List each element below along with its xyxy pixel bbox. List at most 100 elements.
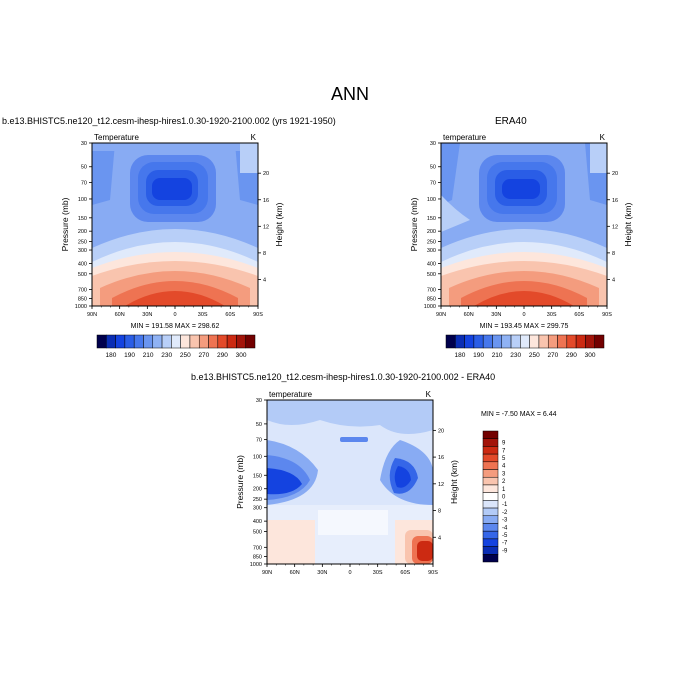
diff-y-tick-label: 70	[256, 438, 262, 444]
model-colorbar-swatch	[189, 334, 200, 349]
obs-y-tick-label: 250	[427, 240, 436, 246]
diff-minmax: MIN = -7.50 MAX = 6.44	[481, 411, 557, 418]
obs-colorbar-label: 250	[529, 352, 540, 359]
obs-colorbar-swatch	[529, 334, 540, 349]
diff-colorbar-label: -7	[502, 541, 508, 547]
model-y2-tick-label: 16	[263, 198, 269, 204]
model-colorbar-swatch	[217, 334, 228, 349]
diff-y-tick-label: 700	[253, 545, 262, 551]
diff-colorbar-label: 1	[502, 487, 506, 493]
diff-ylabel-right: Height (km)	[449, 460, 459, 504]
diff-colorbar-swatch	[482, 461, 499, 470]
diff-colorbar-swatch	[482, 507, 499, 517]
model-colorbar-swatch	[245, 334, 256, 349]
diff-colorbar-label: -3	[502, 518, 508, 524]
diff-x-tick-label: 0	[348, 570, 351, 576]
model-colorbar-swatch	[124, 334, 135, 349]
model-y2-tick-label: 12	[263, 224, 269, 230]
diff-y-tick-label: 300	[253, 506, 262, 512]
obs-y-tick-label: 700	[427, 287, 436, 293]
obs-y-tick-label: 500	[427, 272, 436, 278]
model-x-tick-label: 90N	[87, 312, 97, 318]
obs-colorbar-swatch	[473, 334, 484, 349]
model-y-tick-label: 70	[81, 180, 87, 186]
diff-colorbar-label: -4	[502, 525, 508, 531]
model-variable-label: Temperature	[94, 133, 139, 142]
model-minmax: MIN = 191.58 MAX = 298.62	[131, 323, 220, 330]
model-y-tick-label: 200	[78, 229, 87, 235]
diff-y-tick-label: 850	[253, 554, 262, 560]
obs-y-tick-label: 300	[427, 248, 436, 254]
model-y-tick-label: 700	[78, 287, 87, 293]
axes-layer	[89, 142, 610, 567]
model-colorbar-label: 290	[217, 352, 228, 359]
model-colorbar-swatch	[226, 334, 237, 349]
diff-colorbar-swatch	[482, 446, 499, 455]
obs-colorbar-swatch	[557, 334, 568, 349]
model-x-tick-label: 60N	[115, 312, 125, 318]
diff-x-tick-label: 90S	[428, 570, 438, 576]
model-colorbar-swatch	[208, 334, 219, 349]
model-colorbar-label: 270	[198, 352, 209, 359]
diff-colorbar-label: 5	[502, 456, 506, 462]
model-x-tick-label: 30N	[142, 312, 152, 318]
diff-x-tick-label: 30N	[317, 570, 327, 576]
diff-colorbar-swatch	[482, 523, 499, 532]
model-colorbar-label: 180	[106, 352, 117, 359]
model-colorbar-swatch	[106, 334, 116, 349]
model-colorbar-label: 230	[161, 352, 172, 359]
obs-colorbar-label: 270	[547, 352, 558, 359]
model-colorbar-swatch	[171, 334, 181, 349]
obs-colorbar-label: 190	[473, 352, 484, 359]
obs-units-label: K	[600, 133, 606, 142]
model-colorbar-swatch	[180, 334, 191, 349]
model-colorbar-swatch	[198, 334, 209, 349]
obs-variable-label: temperature	[443, 133, 487, 142]
obs-x-tick-label: 60N	[464, 312, 474, 318]
model-case-title: b.e13.BHISTC5.ne120_t12.cesm-ihesp-hires…	[2, 116, 336, 126]
obs-contour-field	[441, 143, 607, 306]
diff-colorbar-swatch	[482, 515, 499, 524]
model-y-tick-label: 400	[78, 261, 87, 267]
obs-colorbar-swatch	[566, 334, 577, 349]
model-x-tick-label: 60S	[225, 312, 235, 318]
model-y2-tick-label: 4	[263, 277, 266, 283]
diff-colorbar-swatch	[482, 492, 499, 501]
diff-colorbar-label: -2	[502, 510, 508, 516]
diff-y-tick-label: 30	[256, 398, 262, 404]
model-units-label: K	[251, 133, 257, 142]
obs-colorbar-label: 210	[492, 352, 503, 359]
diff-case-title: b.e13.BHISTC5.ne120_t12.cesm-ihesp-hires…	[191, 372, 496, 382]
diff-colorbar-label: 4	[502, 464, 506, 470]
obs-colorbar-swatch	[520, 334, 530, 349]
obs-colorbar-label: 300	[585, 352, 596, 359]
diff-y-tick-label: 400	[253, 519, 262, 525]
model-y2-tick-label: 8	[263, 251, 266, 257]
diff-variable-label: temperature	[269, 390, 313, 399]
obs-colorbar-swatch	[464, 334, 475, 349]
model-y-tick-label: 100	[78, 197, 87, 203]
diff-colorbar-label: -9	[502, 548, 508, 554]
diff-colorbar-label: 9	[502, 441, 506, 447]
obs-colorbar-swatch	[482, 334, 493, 349]
obs-colorbar-swatch	[594, 334, 605, 349]
model-colorbar-swatch	[161, 334, 172, 349]
obs-colorbar-label: 290	[566, 352, 577, 359]
label-layer: 3050701001502002503004005007008501000201…	[60, 133, 633, 576]
obs-minmax: MIN = 193.45 MAX = 299.75	[480, 323, 569, 330]
obs-y2-tick-label: 16	[612, 198, 618, 204]
model-y-tick-label: 1000	[75, 304, 87, 310]
model-y-tick-label: 500	[78, 272, 87, 278]
model-contour-field	[92, 143, 258, 306]
model-colorbar-swatch	[115, 334, 126, 349]
diff-y2-tick-label: 8	[438, 509, 441, 515]
obs-y-tick-label: 150	[427, 216, 436, 222]
obs-x-tick-label: 30S	[547, 312, 557, 318]
obs-ylabel-right: Height (km)	[623, 202, 633, 246]
model-x-tick-label: 0	[173, 312, 176, 318]
diff-colorbar-swatch	[482, 438, 499, 447]
obs-y2-tick-label: 20	[612, 171, 618, 177]
model-y-tick-label: 850	[78, 296, 87, 302]
obs-colorbar-swatch	[575, 334, 586, 349]
